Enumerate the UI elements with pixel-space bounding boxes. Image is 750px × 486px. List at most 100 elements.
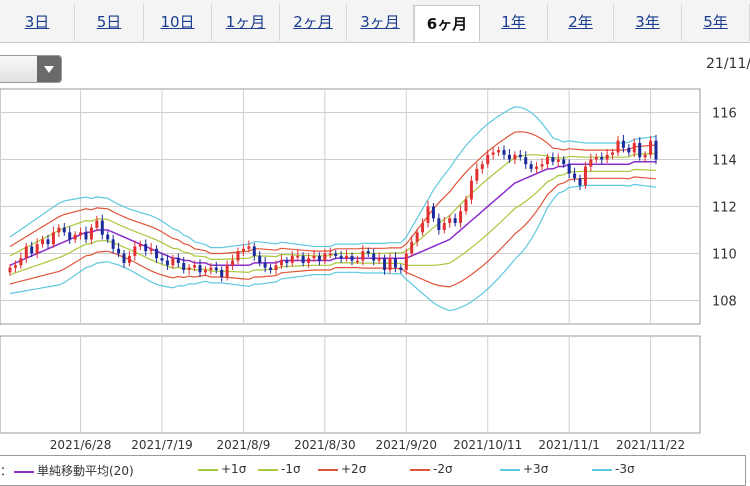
candle-body-1 <box>13 265 17 268</box>
legend-swatch-6 <box>592 468 612 471</box>
candle-body-27 <box>155 248 159 259</box>
candle-body-17 <box>100 220 104 235</box>
candle-body-82 <box>453 218 457 223</box>
candle-body-81 <box>448 218 452 223</box>
chart-type-dropdown[interactable] <box>0 55 62 83</box>
tab-3[interactable]: 1ヶ月 <box>212 4 280 41</box>
tab-9[interactable]: 3年 <box>614 4 682 41</box>
candle-body-48 <box>269 267 273 270</box>
candle-body-85 <box>469 180 473 200</box>
candle-body-33 <box>187 267 191 270</box>
x-tick-label-1: 2021/7/19 <box>131 438 193 452</box>
candle-body-58 <box>323 253 327 261</box>
legend-item-4: -2σ <box>410 462 453 476</box>
bollinger-bands <box>9 106 657 312</box>
candle-body-22 <box>127 255 131 263</box>
band-minus-3sigma <box>9 183 657 312</box>
grid-lines <box>0 89 700 433</box>
legend-swatch-5 <box>500 468 520 471</box>
candle-body-54 <box>301 255 305 263</box>
legend-label-2: -1σ <box>281 462 301 476</box>
tab-0[interactable]: 3日 <box>0 4 75 41</box>
candle-body-61 <box>339 255 343 259</box>
candle-body-63 <box>350 255 354 261</box>
candle-body-97 <box>535 166 539 169</box>
candle-body-115 <box>632 143 636 153</box>
tab-5[interactable]: 3ヶ月 <box>347 4 414 41</box>
legend-swatch-0 <box>14 470 34 473</box>
candle-body-70 <box>388 258 392 270</box>
candle-body-31 <box>176 258 180 263</box>
tab-2[interactable]: 10日 <box>144 4 212 41</box>
x-tick-label-2: 2021/8/9 <box>216 438 270 452</box>
candle-body-102 <box>562 159 566 165</box>
tab-7[interactable]: 1年 <box>480 4 548 41</box>
candle-body-12 <box>73 234 77 240</box>
candle-body-47 <box>263 262 267 268</box>
legend-item-3: +2σ <box>318 462 366 476</box>
candle-body-45 <box>252 246 256 256</box>
tab-8[interactable]: 2年 <box>548 4 614 41</box>
candle-body-46 <box>258 255 262 263</box>
candle-body-112 <box>616 140 620 153</box>
candle-body-39 <box>220 269 224 277</box>
candle-body-101 <box>556 159 560 162</box>
candle-body-11 <box>68 232 72 240</box>
y-tick-label-0: 108 <box>712 295 737 310</box>
legend-swatch-3 <box>318 468 338 471</box>
band-plus-2sigma <box>9 131 657 255</box>
candle-body-26 <box>149 248 153 252</box>
candles <box>8 134 658 282</box>
candle-body-52 <box>290 255 294 263</box>
candle-body-67 <box>372 253 376 261</box>
candle-body-65 <box>361 251 365 261</box>
candle-body-44 <box>247 246 251 249</box>
candle-body-76 <box>421 222 425 233</box>
candle-body-86 <box>475 168 479 181</box>
candle-body-80 <box>442 222 446 230</box>
candle-body-106 <box>583 166 587 186</box>
candle-body-75 <box>415 232 419 242</box>
tab-1[interactable]: 5日 <box>75 4 144 41</box>
candle-body-83 <box>459 211 463 223</box>
candle-body-6 <box>41 239 45 245</box>
chevron-down-icon[interactable] <box>37 56 61 82</box>
legend-item-2: -1σ <box>258 462 301 476</box>
candle-body-74 <box>410 241 414 254</box>
candle-body-21 <box>122 253 126 263</box>
candle-body-68 <box>377 258 381 261</box>
legend-swatch-2 <box>258 468 278 471</box>
candle-body-111 <box>611 152 615 155</box>
candle-body-88 <box>486 154 490 165</box>
candle-body-64 <box>355 260 359 263</box>
tab-4[interactable]: 2ヶ月 <box>280 4 347 41</box>
candle-body-36 <box>203 269 207 273</box>
candle-body-28 <box>160 258 164 261</box>
legend-label-1: +1σ <box>221 462 247 476</box>
candle-body-37 <box>209 267 213 270</box>
band-plus-1sigma <box>9 152 657 260</box>
candle-body-50 <box>279 260 283 266</box>
candle-body-20 <box>117 248 121 254</box>
candle-body-40 <box>225 265 229 277</box>
candle-body-5 <box>35 244 39 254</box>
candle-body-104 <box>573 173 577 179</box>
candle-body-30 <box>171 258 175 266</box>
x-tick-label-7: 2021/11/22 <box>616 438 685 452</box>
candle-body-60 <box>334 253 338 256</box>
candle-body-114 <box>627 147 631 153</box>
x-axis-ticks: 2021/6/28 2021/7/19 2021/8/9 2021/8/30 2021/… <box>50 438 685 452</box>
candle-body-24 <box>138 244 142 247</box>
legend-item-6: -3σ <box>592 462 635 476</box>
candle-body-57 <box>317 255 321 261</box>
x-tick-label-0: 2021/6/28 <box>50 438 112 452</box>
candle-body-69 <box>383 258 387 270</box>
legend-item-5: +3σ <box>500 462 548 476</box>
candle-body-89 <box>491 152 495 155</box>
tab-6[interactable]: 6ヶ月 <box>414 5 480 42</box>
candle-body-108 <box>594 157 598 160</box>
candle-body-15 <box>89 227 93 240</box>
candle-body-9 <box>57 227 61 233</box>
candle-body-56 <box>312 255 316 259</box>
band-plus-3sigma <box>9 106 657 249</box>
